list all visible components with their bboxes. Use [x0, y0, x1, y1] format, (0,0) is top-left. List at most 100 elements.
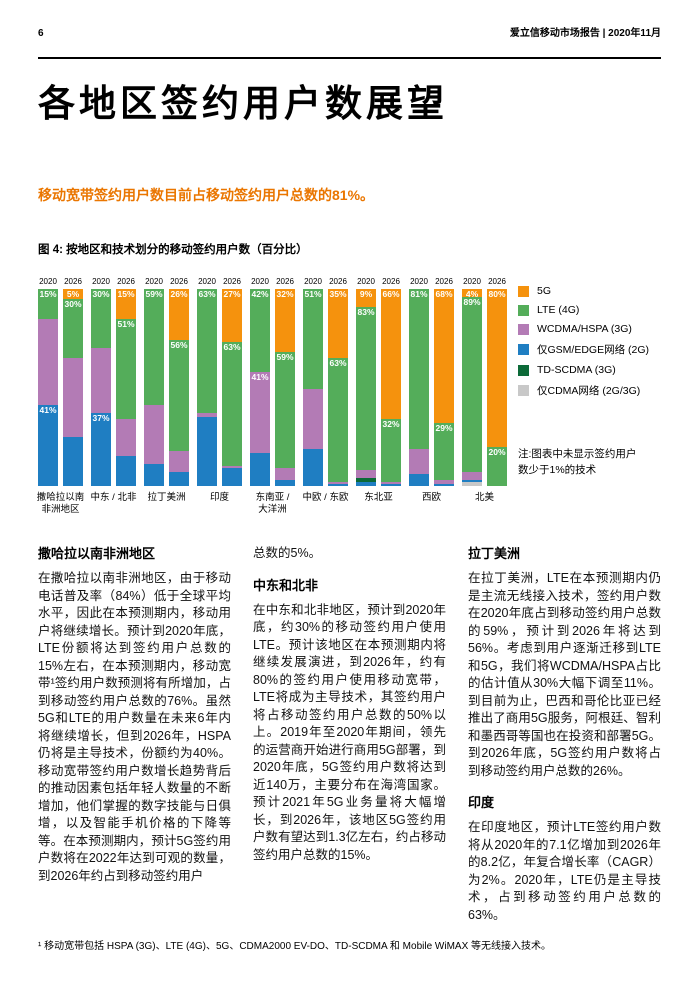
segment-gsm	[409, 474, 429, 486]
year-label: 2026	[329, 277, 347, 286]
segment-wcdma	[116, 419, 136, 457]
segment-lte: 83%	[356, 306, 376, 471]
segment-value-label: 81%	[410, 289, 428, 300]
segment-5g: 4%	[462, 289, 482, 299]
region-group: 2020 2026 81% 29% 68% 西欧	[409, 277, 454, 504]
chart-note: 注:图表中未显示签约用户 数少于1%的技术	[518, 447, 696, 479]
region-group: 2020 2026 63% 63% 27% 印度	[197, 277, 242, 504]
year-label: 2026	[382, 277, 400, 286]
stacked-bar-2026: 51% 15%	[116, 289, 136, 486]
stacked-bar-2026: 32% 66%	[381, 289, 401, 486]
bar-pair: 81% 29% 68%	[409, 289, 454, 486]
segment-value-label: 27%	[223, 289, 241, 300]
segment-gsm	[197, 417, 217, 486]
region-group: 2020 2026 89% 4% 20% 80% 北美	[462, 277, 507, 504]
legend-item-td: TD-SCDMA (3G)	[518, 364, 649, 376]
bar-pair: 37% 30% 51% 15%	[91, 289, 136, 486]
segment-wcdma	[381, 482, 401, 485]
page-header: 6 爱立信移动市场报告 | 2020年11月	[0, 0, 699, 39]
segment-wcdma	[275, 468, 295, 481]
bar-pair: 41% 42% 59% 32%	[250, 289, 295, 486]
segment-lte: 63%	[222, 342, 242, 467]
segment-lte: 30%	[91, 289, 111, 349]
year-labels: 2020 2026	[356, 277, 401, 286]
segment-gsm	[275, 480, 295, 486]
year-labels: 2020 2026	[144, 277, 189, 286]
segment-wcdma	[91, 348, 111, 414]
year-label: 2020	[145, 277, 163, 286]
segment-value-label: 63%	[329, 357, 347, 368]
segment-value-label: 35%	[329, 289, 347, 300]
segment-value-label: 30%	[92, 289, 110, 300]
segment-lte: 59%	[275, 352, 295, 469]
legend-label: 5G	[537, 285, 552, 297]
segment-gsm	[303, 448, 323, 486]
segment-value-label: 5%	[66, 289, 80, 300]
year-label: 2026	[117, 277, 135, 286]
legend-item-wcdma: WCDMA/HSPA (3G)	[518, 323, 649, 335]
segment-value-label: 4%	[465, 289, 479, 300]
stacked-bar-2020: 37% 30%	[91, 289, 111, 486]
segment-value-label: 56%	[170, 340, 188, 351]
segment-gsm	[328, 484, 348, 486]
section-heading-middle-east-north-africa: 中东和北非	[253, 577, 319, 593]
segment-lte: 89%	[462, 296, 482, 473]
segment-cdma	[462, 482, 482, 486]
segment-value-label: 32%	[382, 419, 400, 430]
chart-plot: 2020 2026 41% 15% 30% 5% 撒哈拉以南 非洲地区 2020 2026 37% 3…	[37, 277, 661, 516]
stacked-bar-2026: 63% 35%	[328, 289, 348, 486]
year-label: 2026	[170, 277, 188, 286]
region-label: 中欧 / 东欧	[302, 492, 349, 503]
segment-gsm: 37%	[91, 413, 111, 486]
segment-wcdma	[462, 472, 482, 481]
page-title: 各地区签约用户数展望	[38, 83, 448, 124]
segment-gsm	[116, 456, 136, 486]
stacked-bar-2026: 59% 32%	[275, 289, 295, 486]
segment-gsm	[462, 480, 482, 483]
segment-lte: 32%	[381, 419, 401, 483]
wcdma-legend-swatch	[518, 323, 529, 335]
segment-gsm: 41%	[38, 405, 58, 486]
segment-lte: 81%	[409, 289, 429, 449]
year-labels: 2020 2026	[409, 277, 454, 286]
segment-lte: 63%	[328, 357, 348, 483]
segment-value-label: 63%	[223, 342, 241, 353]
segment-gsm	[250, 452, 270, 486]
segment-5g: 35%	[328, 289, 348, 358]
column-1: 撒哈拉以南非洲地区 在撒哈拉以南非洲地区，由于移动电话普及率（84%）低于全球平…	[38, 545, 231, 924]
segment-lte: 59%	[144, 289, 164, 406]
segment-5g: 32%	[275, 289, 295, 353]
stacked-bar-2026: 29% 68%	[434, 289, 454, 486]
bar-pair: 59% 56% 26%	[144, 289, 189, 486]
segment-value-label: 51%	[304, 289, 322, 300]
5g-legend-swatch	[518, 285, 529, 297]
segment-td	[356, 478, 376, 483]
region-group: 2020 2026 83% 9% 32% 66% 东北亚	[356, 277, 401, 504]
year-label: 2020	[410, 277, 428, 286]
segment-5g: 68%	[434, 289, 454, 423]
figure-4-chart: 2020 2026 41% 15% 30% 5% 撒哈拉以南 非洲地区 2020 2026 37% 3…	[37, 277, 661, 527]
highlight-statement: 移动宽带签约用户数目前占移动签约用户总数的81%。	[38, 187, 375, 203]
segment-gsm	[222, 468, 242, 486]
year-label: 2020	[463, 277, 481, 286]
td-legend-swatch	[518, 364, 529, 376]
year-label: 2020	[198, 277, 216, 286]
segment-wcdma	[356, 470, 376, 479]
region-label: 东南亚 / 大洋洲	[255, 492, 290, 515]
section-body-india: 在印度地区，预计LTE签约用户数将从2020年的7.1亿增加到2026年的8.2…	[468, 820, 661, 922]
figure-caption: 图 4: 按地区和技术划分的移动签约用户数（百分比）	[38, 244, 308, 256]
segment-wcdma: 41%	[250, 371, 270, 453]
stacked-bar-2020: 51%	[303, 289, 323, 486]
chart-note-line: 数少于1%的技术	[518, 463, 597, 476]
region-label: 西欧	[421, 492, 441, 503]
segment-value-label: 89%	[463, 296, 481, 307]
legend-label: TD-SCDMA (3G)	[537, 364, 616, 376]
year-label: 2020	[39, 277, 57, 286]
body-columns: 撒哈拉以南非洲地区 在撒哈拉以南非洲地区，由于移动电话普及率（84%）低于全球平…	[38, 545, 661, 924]
segment-value-label: 80%	[488, 289, 506, 300]
segment-value-label: 66%	[382, 289, 400, 300]
column-3: 拉丁美洲 在拉丁美洲，LTE在本预测期内仍是主流无线接入技术，签约用户数在202…	[468, 545, 661, 924]
segment-value-label: 37%	[92, 413, 110, 424]
gsm-legend-swatch	[518, 344, 529, 355]
header-rule	[38, 57, 661, 59]
